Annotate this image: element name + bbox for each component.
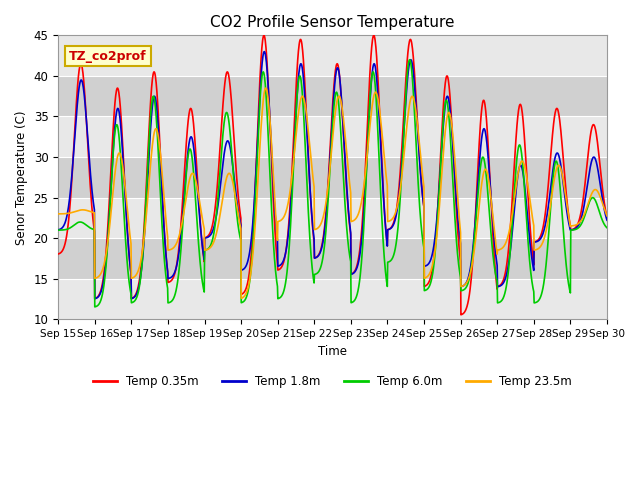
- Temp 0.35m: [457, 312, 465, 318]
- Temp 6.0m: [490, 262, 498, 267]
- Temp 6.0m: [238, 300, 246, 305]
- Temp 0.35m: [539, 227, 547, 232]
- Temp 6.0m: [603, 225, 611, 231]
- Temp 6.0m: [163, 283, 171, 289]
- Temp 1.8m: [91, 296, 99, 301]
- Bar: [58, 76, 607, 117]
- Temp 1.8m: [490, 235, 498, 241]
- X-axis label: Time: Time: [318, 345, 347, 358]
- Temp 1.8m: [54, 227, 62, 233]
- Temp 0.35m: [370, 33, 378, 38]
- Line: Temp 0.35m: Temp 0.35m: [58, 36, 607, 315]
- Temp 23.5m: [419, 171, 426, 177]
- Bar: [58, 157, 607, 198]
- Temp 1.8m: [163, 265, 171, 271]
- Temp 0.35m: [54, 251, 62, 257]
- Temp 23.5m: [490, 226, 498, 231]
- Temp 1.8m: [419, 192, 426, 197]
- Temp 6.0m: [419, 235, 426, 240]
- Temp 23.5m: [539, 240, 547, 246]
- Temp 0.35m: [490, 252, 498, 257]
- Temp 1.8m: [603, 217, 611, 223]
- Temp 6.0m: [406, 57, 413, 62]
- Temp 0.35m: [418, 187, 426, 193]
- Title: CO2 Profile Sensor Temperature: CO2 Profile Sensor Temperature: [211, 15, 455, 30]
- Temp 6.0m: [177, 251, 184, 256]
- Temp 0.35m: [238, 291, 246, 297]
- Bar: [58, 198, 607, 238]
- Line: Temp 23.5m: Temp 23.5m: [58, 88, 607, 299]
- Text: TZ_co2prof: TZ_co2prof: [69, 49, 147, 62]
- Temp 23.5m: [238, 295, 246, 301]
- Temp 23.5m: [262, 85, 269, 91]
- Temp 6.0m: [91, 304, 99, 310]
- Y-axis label: Senor Temperature (C): Senor Temperature (C): [15, 110, 28, 245]
- Temp 1.8m: [177, 236, 184, 241]
- Legend: Temp 0.35m, Temp 1.8m, Temp 6.0m, Temp 23.5m: Temp 0.35m, Temp 1.8m, Temp 6.0m, Temp 2…: [88, 371, 577, 393]
- Temp 23.5m: [603, 213, 611, 219]
- Temp 1.8m: [539, 232, 547, 238]
- Bar: [58, 36, 607, 76]
- Line: Temp 1.8m: Temp 1.8m: [58, 52, 607, 299]
- Temp 0.35m: [177, 231, 184, 237]
- Temp 23.5m: [177, 229, 184, 235]
- Bar: [58, 238, 607, 279]
- Temp 1.8m: [260, 49, 268, 55]
- Bar: [58, 279, 607, 319]
- Temp 23.5m: [237, 296, 245, 301]
- Bar: [58, 117, 607, 157]
- Temp 1.8m: [238, 267, 246, 273]
- Temp 23.5m: [163, 227, 171, 232]
- Temp 6.0m: [539, 287, 547, 293]
- Temp 23.5m: [54, 211, 62, 217]
- Temp 6.0m: [54, 227, 62, 233]
- Temp 0.35m: [603, 215, 611, 220]
- Line: Temp 6.0m: Temp 6.0m: [58, 60, 607, 307]
- Temp 0.35m: [163, 262, 171, 267]
